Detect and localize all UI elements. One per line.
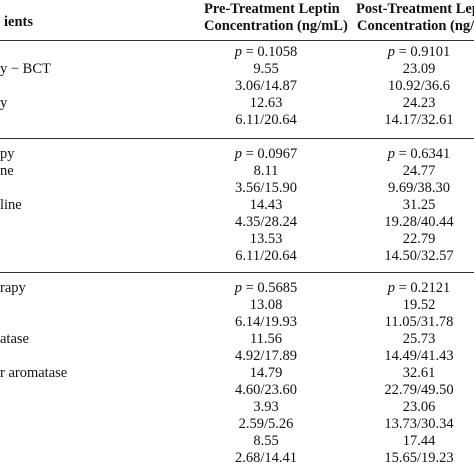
pre-treatment-value: 4.35/28.24 <box>234 214 298 230</box>
table-row: 6.11/20.64 14.50/32.57 <box>0 248 474 265</box>
table-row: 4.60/23.60 22.79/49.50 <box>0 382 474 399</box>
post-treatment-value: 22.79 <box>402 231 436 247</box>
header-post-line2: Concentration (ng/mL <box>357 18 474 34</box>
table-row: py p = 0.0967 p = 0.6341 <box>0 146 474 163</box>
pre-treatment-value: 13.08 <box>249 297 283 313</box>
post-treatment-value: 22.79/49.50 <box>384 382 454 398</box>
post-treatment-value: 13.73/30.34 <box>384 416 454 432</box>
table-row: 3.93 23.06 <box>0 399 474 416</box>
pre-treatment-value: 6.11/20.64 <box>235 248 297 264</box>
table-row: line 14.43 31.25 <box>0 197 474 214</box>
post-treatment-value: 19.52 <box>402 297 436 313</box>
pre-treatment-value: 2.68/14.41 <box>234 450 298 466</box>
table-row: 4.92/17.89 14.49/41.43 <box>0 348 474 365</box>
table-row: 3.06/14.87 10.92/36.6 <box>0 78 474 95</box>
post-treatment-value: 11.05/31.78 <box>384 314 454 330</box>
table-row: 2.59/5.26 13.73/30.34 <box>0 416 474 433</box>
table-row: rapy p = 0.5685 p = 0.2121 <box>0 280 474 297</box>
pre-treatment-value: 14.79 <box>249 365 283 381</box>
post-treatment-value: p = 0.9101 <box>387 44 451 60</box>
table-row: r aromatase 14.79 32.61 <box>0 365 474 382</box>
table-row: 6.14/19.93 11.05/31.78 <box>0 314 474 331</box>
p-symbol: p <box>234 44 242 60</box>
pre-treatment-value: 8.55 <box>253 433 279 449</box>
p-symbol: p <box>387 146 395 162</box>
header-patients: ients <box>4 14 33 30</box>
row-label: y − BCT <box>0 61 51 77</box>
row-label: r aromatase <box>0 365 68 381</box>
post-treatment-value: 25.73 <box>402 331 436 347</box>
pre-treatment-value: 4.92/17.89 <box>234 348 298 364</box>
table-row: 2.68/14.41 15.65/19.23 <box>0 450 474 467</box>
pre-treatment-value: 3.56/15.90 <box>234 180 298 196</box>
pre-treatment-value: 14.43 <box>249 197 283 213</box>
table-row: 13.53 22.79 <box>0 231 474 248</box>
section-rule <box>0 272 474 273</box>
table-row: 13.08 19.52 <box>0 297 474 314</box>
row-label: ne <box>0 163 14 179</box>
header-pre-line2: Concentration (ng/mL) <box>204 18 348 34</box>
post-treatment-value: 31.25 <box>402 197 436 213</box>
pre-treatment-value: 11.56 <box>249 331 283 347</box>
post-treatment-value: 15.65/19.23 <box>384 450 454 466</box>
post-treatment-value: 14.50/32.57 <box>384 248 454 264</box>
post-treatment-value: 9.69/38.30 <box>387 180 451 196</box>
pre-treatment-value: 6.14/19.93 <box>234 314 298 330</box>
p-symbol: p <box>234 146 242 162</box>
row-label: rapy <box>0 280 26 296</box>
pre-treatment-value: 9.55 <box>253 61 279 77</box>
post-treatment-value: p = 0.6341 <box>387 146 451 162</box>
pre-treatment-value: p = 0.1058 <box>234 44 298 60</box>
table-row: p = 0.1058 p = 0.9101 <box>0 44 474 61</box>
post-treatment-value: 24.23 <box>402 95 436 111</box>
table-row: 3.56/15.90 9.69/38.30 <box>0 180 474 197</box>
table-row: y − BCT 9.55 23.09 <box>0 61 474 78</box>
row-label: y <box>0 95 8 111</box>
table-row: 4.35/28.24 19.28/40.44 <box>0 214 474 231</box>
pre-treatment-value: 12.63 <box>249 95 283 111</box>
pre-treatment-value: p = 0.5685 <box>234 280 298 296</box>
header-rule <box>0 40 474 41</box>
post-treatment-value: 10.92/36.6 <box>387 78 451 94</box>
post-treatment-value: 17.44 <box>402 433 436 449</box>
row-label: line <box>0 197 22 213</box>
table-row: 8.55 17.44 <box>0 433 474 450</box>
pre-treatment-value: 2.59/5.26 <box>238 416 294 432</box>
post-treatment-value: 32.61 <box>402 365 436 381</box>
pre-treatment-value: 3.06/14.87 <box>234 78 298 94</box>
p-symbol: p <box>234 280 242 296</box>
post-treatment-value: 24.77 <box>402 163 436 179</box>
header-pre-line1: Pre-Treatment Leptin <box>204 1 340 17</box>
table-row: 6.11/20.64 14.17/32.61 <box>0 112 474 129</box>
pre-treatment-value: 8.11 <box>253 163 279 179</box>
pre-treatment-value: p = 0.0967 <box>234 146 298 162</box>
pre-treatment-value: 4.60/23.60 <box>234 382 298 398</box>
row-label: atase <box>0 331 29 347</box>
post-treatment-value: 23.09 <box>402 61 436 77</box>
p-symbol: p <box>387 44 395 60</box>
post-treatment-value: 14.17/32.61 <box>384 112 454 128</box>
section-rule <box>0 138 474 139</box>
row-label: py <box>0 146 15 162</box>
post-treatment-value: 23.06 <box>402 399 436 415</box>
p-symbol: p <box>387 280 395 296</box>
table-row: ne 8.11 24.77 <box>0 163 474 180</box>
post-treatment-value: 14.49/41.43 <box>384 348 454 364</box>
pre-treatment-value: 3.93 <box>253 399 279 415</box>
post-treatment-value: 19.28/40.44 <box>384 214 454 230</box>
post-treatment-value: p = 0.2121 <box>387 280 451 296</box>
header-post-line1: Post-Treatment Lep <box>356 1 474 17</box>
table-row: atase 11.56 25.73 <box>0 331 474 348</box>
table-row: y 12.63 24.23 <box>0 95 474 112</box>
pre-treatment-value: 6.11/20.64 <box>235 112 297 128</box>
pre-treatment-value: 13.53 <box>249 231 283 247</box>
